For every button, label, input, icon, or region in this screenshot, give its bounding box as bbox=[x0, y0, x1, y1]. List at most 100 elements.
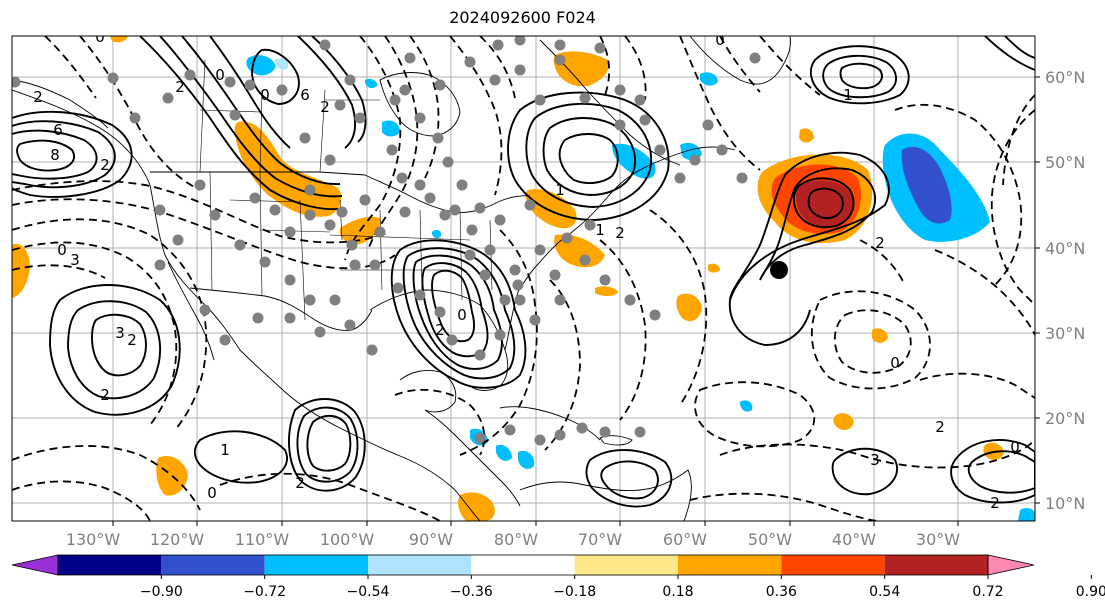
border-us-mexico bbox=[189, 287, 373, 331]
fill-positive-orange-small3 bbox=[708, 263, 720, 273]
station-marker bbox=[514, 36, 526, 46]
station-marker bbox=[614, 119, 626, 131]
station-marker bbox=[514, 294, 526, 306]
contour-neg-31 bbox=[689, 492, 881, 521]
contour-pos-carib-2 bbox=[600, 460, 659, 500]
contours-negative bbox=[12, 36, 1035, 521]
station-marker bbox=[514, 64, 526, 76]
contour-pos-quebec-1 bbox=[507, 91, 670, 221]
station-marker bbox=[369, 259, 381, 271]
storm-center-marker bbox=[770, 261, 788, 279]
contour-neg-35 bbox=[599, 36, 611, 96]
contour-neg-12 bbox=[479, 36, 516, 99]
contour-label: 2 bbox=[33, 88, 43, 106]
station-marker bbox=[299, 132, 311, 144]
station-marker bbox=[252, 312, 264, 324]
station-marker bbox=[474, 432, 486, 444]
station-marker bbox=[359, 194, 371, 206]
station-marker bbox=[442, 156, 454, 168]
contour-pos-southeast-2 bbox=[402, 247, 516, 380]
colorbar-tick-labels: −0.90 −0.72 −0.54 −0.36 −0.18 0.18 0.36 0.54 0.7… bbox=[140, 575, 1105, 600]
contour-neg-16 bbox=[649, 209, 708, 406]
colorbar-frame bbox=[57, 554, 989, 576]
fill-negative-blue-hudson2 bbox=[365, 78, 378, 89]
station-marker bbox=[224, 76, 236, 88]
station-marker bbox=[554, 429, 566, 441]
contour-label: 2 bbox=[127, 331, 137, 349]
contour-pos-quebec-4 bbox=[558, 133, 619, 184]
colorbar bbox=[11, 554, 1035, 576]
contour-label: 2 bbox=[320, 98, 330, 116]
station-marker bbox=[219, 334, 231, 346]
contour-neg-22 bbox=[1002, 94, 1035, 186]
station-marker bbox=[414, 179, 426, 191]
colorbar-tick-label: −0.72 bbox=[243, 584, 286, 600]
station-marker bbox=[304, 209, 316, 221]
contour-pos-pacific-2 bbox=[12, 120, 116, 189]
fill-negative-blue-atlantic bbox=[901, 146, 952, 224]
station-marker bbox=[534, 244, 546, 256]
station-marker bbox=[449, 204, 461, 216]
fill-positive-orange-pacific bbox=[12, 243, 30, 298]
contour-neg-33 bbox=[934, 249, 1035, 336]
contour-pos-southeast-5 bbox=[431, 269, 476, 343]
contour-pos-catl-1 bbox=[728, 151, 890, 346]
station-marker bbox=[524, 199, 536, 211]
station-marker bbox=[269, 204, 281, 216]
contour-label: 0 bbox=[215, 66, 225, 84]
colorbar-tick-label: −0.54 bbox=[347, 584, 390, 600]
lon-label: 70°W bbox=[578, 530, 622, 549]
contour-neg-25 bbox=[694, 381, 816, 448]
station-marker bbox=[584, 219, 596, 231]
contour-neg-2 bbox=[12, 241, 178, 426]
station-marker bbox=[599, 274, 611, 286]
station-marker bbox=[319, 39, 331, 51]
station-marker bbox=[494, 214, 506, 226]
station-marker bbox=[479, 269, 491, 281]
contour-pos-southeast-3 bbox=[412, 254, 503, 370]
contour-pos-mexico-1 bbox=[288, 398, 366, 492]
coast-hudson-bay bbox=[379, 72, 461, 137]
coast-hispaniola bbox=[599, 435, 633, 446]
contour-neg-27 bbox=[12, 445, 201, 511]
station-marker bbox=[284, 274, 296, 286]
station-marker bbox=[614, 84, 626, 96]
contour-label: 0 bbox=[457, 306, 467, 324]
station-marker bbox=[439, 209, 451, 221]
contour-neg-18 bbox=[719, 36, 761, 93]
contour-pos-rockies-3 bbox=[181, 36, 341, 185]
station-marker bbox=[509, 264, 521, 276]
station-marker bbox=[716, 144, 728, 156]
station-marker bbox=[434, 79, 446, 91]
station-marker bbox=[634, 426, 646, 438]
contour-pos-catl-4 bbox=[807, 187, 844, 220]
contour-label: 2 bbox=[875, 234, 885, 252]
lat-label: 40°N bbox=[1045, 239, 1085, 258]
coast-cuba bbox=[499, 406, 601, 441]
lat-label: 20°N bbox=[1045, 409, 1085, 428]
station-marker bbox=[276, 84, 288, 96]
contour-pos-rockies-6 bbox=[297, 36, 357, 149]
fill-positive-orange-small4 bbox=[872, 328, 888, 343]
contour-neg-20 bbox=[894, 103, 1023, 286]
station-marker bbox=[209, 209, 221, 221]
station-marker bbox=[234, 239, 246, 251]
lon-label: 60°W bbox=[663, 530, 707, 549]
coast-southamerica bbox=[519, 469, 692, 521]
colorbar-segment bbox=[161, 555, 265, 575]
station-marker bbox=[736, 172, 748, 184]
contour-label: 6 bbox=[53, 121, 63, 139]
page-title: 2024092600 F024 bbox=[449, 8, 596, 27]
contour-neg-19 bbox=[759, 36, 821, 96]
latitude-labels: 60°N 50°N 40°N 30°N 20°N 10°N bbox=[1045, 68, 1085, 513]
contour-neg-8 bbox=[344, 36, 402, 261]
fill-positive-orange-small5 bbox=[110, 36, 128, 43]
lon-label: 40°W bbox=[832, 530, 876, 549]
contour-pos-tropeast-2 bbox=[950, 439, 1035, 504]
coast-florida bbox=[504, 261, 541, 351]
station-marker bbox=[484, 244, 496, 256]
contour-neg-9 bbox=[367, 36, 419, 251]
station-marker bbox=[554, 294, 566, 306]
